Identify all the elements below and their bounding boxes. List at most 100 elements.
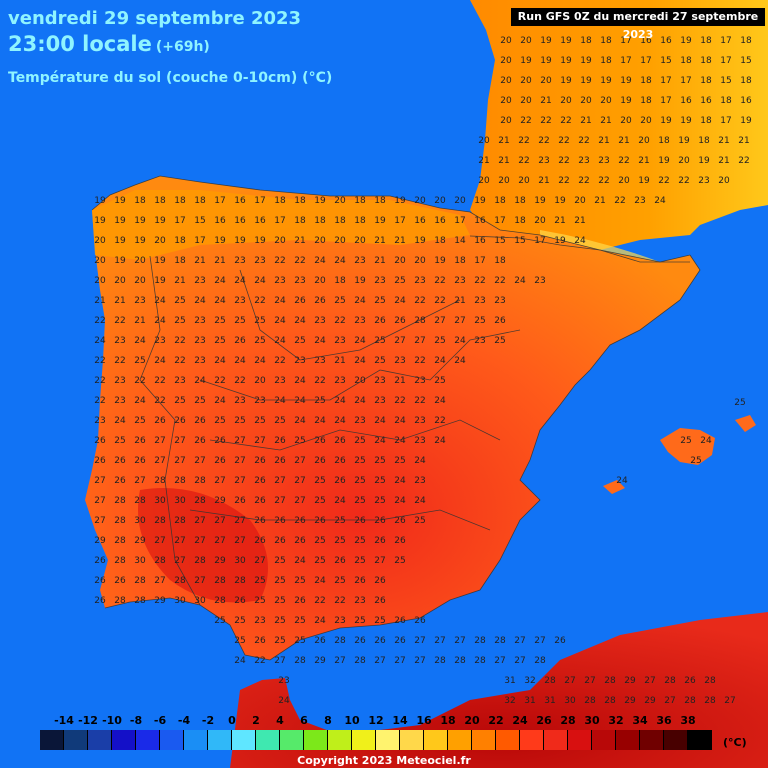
temperature-value: 27: [374, 556, 385, 566]
temperature-value: 26: [174, 416, 186, 426]
temperature-value: 26: [414, 616, 426, 626]
legend-tick-label: 18: [440, 714, 456, 727]
temperature-value: 17: [720, 56, 731, 66]
legend-tick-label: 32: [608, 714, 624, 727]
temperature-value: 25: [374, 496, 385, 506]
temperature-value: 23: [354, 416, 365, 426]
temperature-value: 16: [214, 216, 226, 226]
temperature-value: 20: [354, 376, 366, 386]
temperature-value: 23: [334, 376, 345, 386]
legend-swatch: [376, 730, 400, 750]
temperature-value: 23: [414, 416, 425, 426]
temperature-value: 27: [294, 476, 305, 486]
temperature-value: 26: [294, 516, 306, 526]
temperature-value: 26: [154, 416, 166, 426]
temperature-value: 17: [620, 36, 631, 46]
temperature-value: 26: [394, 316, 406, 326]
temperature-value: 18: [514, 216, 526, 226]
legend-swatch: [328, 730, 352, 750]
temperature-value: 28: [334, 636, 346, 646]
temperature-value: 19: [134, 236, 146, 246]
land-balearic: [603, 415, 756, 494]
temperature-value: 23: [414, 376, 425, 386]
temperature-value: 26: [374, 636, 386, 646]
temperature-value: 28: [114, 516, 126, 526]
temperature-value: 27: [644, 676, 655, 686]
temperature-value: 21: [580, 116, 591, 126]
temperature-value: 20: [520, 36, 532, 46]
temperature-value: 20: [334, 196, 346, 206]
legend-tick-label: -14: [54, 714, 74, 727]
legend-swatch: [40, 730, 64, 750]
temperature-value: 17: [534, 236, 545, 246]
legend-tick-label: 24: [512, 714, 528, 727]
temperature-value: 29: [644, 696, 656, 706]
legend-tick-label: 38: [680, 714, 696, 727]
temperature-value: 24: [394, 476, 406, 486]
temperature-value: 24: [454, 356, 466, 366]
legend-swatch: [88, 730, 112, 750]
temperature-value: 18: [154, 196, 166, 206]
temperature-value: 27: [174, 556, 185, 566]
temperature-value: 28: [474, 656, 486, 666]
temperature-value: 27: [154, 436, 165, 446]
temperature-value: 26: [294, 536, 306, 546]
temperature-value: 22: [474, 276, 485, 286]
temperature-value: 23: [94, 416, 105, 426]
temperature-value: 28: [194, 476, 206, 486]
temperature-value: 23: [334, 616, 345, 626]
temperature-value: 26: [194, 436, 206, 446]
temperature-value: 24: [274, 316, 286, 326]
temperature-value: 19: [698, 156, 710, 166]
temperature-value: 24: [514, 276, 526, 286]
temperature-value: 27: [274, 656, 285, 666]
temperature-value: 22: [558, 136, 569, 146]
temperature-value: 22: [618, 156, 629, 166]
temperature-value: 20: [718, 176, 730, 186]
temperature-value: 32: [504, 696, 515, 706]
temperature-value: 17: [254, 196, 265, 206]
temperature-value: 19: [314, 196, 326, 206]
temperature-value: 19: [434, 256, 446, 266]
temperature-value: 16: [474, 236, 486, 246]
temperature-value: 16: [740, 96, 752, 106]
temperature-value: 22: [434, 276, 445, 286]
temperature-value: 24: [294, 376, 306, 386]
temperature-value: 27: [494, 656, 505, 666]
temperature-value: 25: [214, 336, 225, 346]
temperature-value: 25: [334, 516, 345, 526]
temperature-value: 19: [520, 56, 532, 66]
temperature-value: 25: [274, 596, 285, 606]
temperature-value: 28: [234, 576, 246, 586]
temperature-value: 24: [394, 496, 406, 506]
temperature-value: 18: [434, 236, 446, 246]
temperature-value: 23: [374, 396, 385, 406]
legend-tick-label: 34: [632, 714, 648, 727]
temperature-value: 27: [414, 636, 425, 646]
temperature-value: 24: [394, 416, 406, 426]
temperature-value: 23: [274, 276, 285, 286]
temperature-value: 26: [254, 536, 266, 546]
temperature-value: 27: [234, 456, 245, 466]
temperature-value: 28: [214, 576, 226, 586]
temperature-value: 17: [274, 216, 285, 226]
temperature-value: 20: [414, 196, 426, 206]
temperature-value: 27: [334, 656, 345, 666]
temperature-value: 18: [334, 276, 346, 286]
temperature-value: 21: [554, 216, 565, 226]
temperature-value: 24: [454, 336, 466, 346]
temperature-value: 26: [254, 476, 266, 486]
temperature-value: 20: [334, 236, 346, 246]
temperature-value: 25: [354, 616, 365, 626]
temperature-value: 20: [94, 256, 106, 266]
temperature-value: 19: [620, 76, 632, 86]
temperature-value: 27: [294, 496, 305, 506]
temperature-value: 20: [620, 116, 632, 126]
temperature-value: 26: [274, 536, 286, 546]
temperature-value: 20: [134, 256, 146, 266]
temperature-value: 21: [394, 236, 405, 246]
legend-tick-label: 20: [464, 714, 480, 727]
temperature-value: 26: [684, 676, 696, 686]
legend-swatch: [160, 730, 184, 750]
temperature-value: 25: [314, 556, 325, 566]
